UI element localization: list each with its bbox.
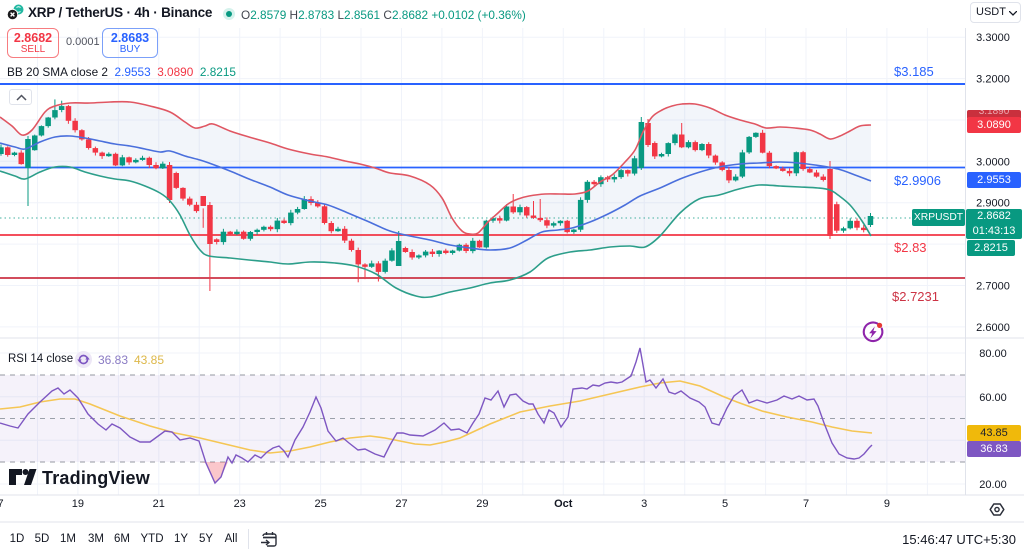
svg-text:20.00: 20.00 [979, 479, 1007, 491]
svg-text:27: 27 [395, 498, 407, 510]
svg-text:7: 7 [803, 498, 809, 510]
svg-text:21: 21 [153, 498, 165, 510]
svg-text:5: 5 [722, 498, 728, 510]
svg-text:23: 23 [234, 498, 246, 510]
svg-text:TradingView: TradingView [42, 468, 151, 488]
svg-text:Oct: Oct [554, 498, 573, 510]
svg-text:25: 25 [314, 498, 326, 510]
svg-text:2.6000: 2.6000 [976, 322, 1010, 334]
svg-text:2.9000: 2.9000 [976, 198, 1010, 210]
svg-text:29: 29 [476, 498, 488, 510]
svg-text:3.0000: 3.0000 [976, 156, 1010, 168]
svg-text:7: 7 [0, 498, 4, 510]
svg-text:3.2000: 3.2000 [976, 74, 1010, 86]
svg-text:60.00: 60.00 [979, 392, 1007, 404]
svg-text:2.7000: 2.7000 [976, 281, 1010, 293]
svg-text:3: 3 [641, 498, 647, 510]
svg-text:80.00: 80.00 [979, 348, 1007, 360]
svg-text:9: 9 [884, 498, 890, 510]
svg-text:3.3000: 3.3000 [976, 32, 1010, 44]
svg-text:19: 19 [72, 498, 84, 510]
